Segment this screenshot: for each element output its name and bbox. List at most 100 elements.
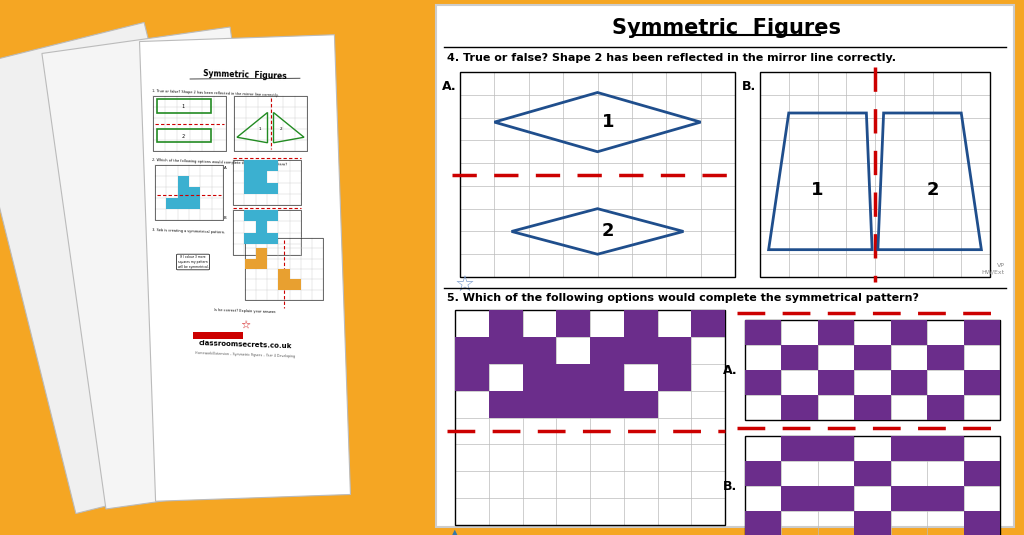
Bar [256,182,267,194]
Bar [157,129,211,142]
Bar [233,160,301,205]
Bar [964,370,1000,395]
Bar [455,310,725,525]
Bar [157,100,211,112]
Bar [245,233,256,244]
Bar [745,436,1000,535]
Text: 5. Which of the following options would complete the symmetrical pattern?: 5. Which of the following options would … [447,293,919,303]
Bar [245,210,256,221]
Bar [488,310,522,337]
Bar [927,345,964,370]
Bar [964,511,1000,535]
Bar [256,221,267,233]
Polygon shape [0,22,255,514]
Bar [745,320,781,345]
Bar [256,248,267,258]
Text: B.: B. [742,80,757,93]
Bar [891,486,927,511]
Bar [153,96,226,151]
Bar [279,279,290,289]
Bar [927,395,964,420]
Text: A.: A. [723,363,737,377]
Text: Is he correct? Explain your answer.: Is he correct? Explain your answer. [214,308,276,314]
Bar [927,486,964,511]
Bar [781,345,818,370]
Bar [522,337,556,364]
Text: 1: 1 [182,104,185,110]
Bar [155,165,223,220]
Text: 2: 2 [281,127,283,131]
Text: 2: 2 [927,181,939,200]
Bar [245,182,256,194]
Bar [854,511,891,535]
Text: A.: A. [224,166,228,170]
Bar [624,391,657,417]
Bar [189,198,201,209]
Text: A.: A. [442,80,457,93]
Bar [624,337,657,364]
Bar [556,391,590,417]
Bar [522,364,556,391]
Bar [927,436,964,461]
Text: B.: B. [723,479,737,493]
Text: ☆: ☆ [240,320,250,330]
Text: 1. True or false? Shape 2 has been reflected in the mirror line correctly.: 1. True or false? Shape 2 has been refle… [152,89,279,97]
Bar [193,332,243,339]
Bar [522,391,556,417]
Bar [234,96,307,151]
Bar [267,182,279,194]
Text: classroomsecrets.co.uk: classroomsecrets.co.uk [199,340,292,350]
Bar [854,395,891,420]
Text: Homework/Extension – Symmetric Figures – Year 4 Developing: Homework/Extension – Symmetric Figures –… [195,351,295,359]
Bar [488,337,522,364]
Bar [781,486,818,511]
Bar [189,187,201,198]
Bar [745,461,781,486]
Text: Symmetric  Figures: Symmetric Figures [611,18,841,38]
Bar [854,345,891,370]
Bar [279,269,290,279]
Bar [178,176,189,187]
Text: 4. True or false? Shape 2 has been reflected in the mirror line correctly.: 4. True or false? Shape 2 has been refle… [447,53,896,63]
Bar [760,72,990,277]
Bar [455,337,488,364]
Bar [590,337,624,364]
Bar [818,486,854,511]
Bar [556,364,590,391]
Bar [818,370,854,395]
Bar [745,511,781,535]
Bar [256,258,267,269]
Bar [178,187,189,198]
Bar [256,233,267,244]
Text: 1: 1 [258,127,261,131]
Bar [781,436,818,461]
Bar [256,210,267,221]
Bar [455,364,488,391]
Text: 3. Seb is creating a symmetrical pattern.: 3. Seb is creating a symmetrical pattern… [152,228,225,234]
Text: If I colour 3 more
squares my pattern
will be symmetrical.: If I colour 3 more squares my pattern wi… [177,255,208,269]
Bar [818,436,854,461]
Bar [891,370,927,395]
Text: ☆: ☆ [455,276,475,296]
Text: 2: 2 [601,223,614,240]
Text: 1: 1 [601,113,614,131]
Bar [256,160,267,171]
Bar [818,320,854,345]
Text: 2: 2 [182,134,185,139]
Bar [691,310,725,337]
Text: ▲: ▲ [450,527,460,535]
Bar [245,238,323,300]
Bar [290,279,301,289]
Bar [657,337,691,364]
Polygon shape [42,27,294,509]
Bar [745,370,781,395]
Bar [256,171,267,182]
Bar [891,320,927,345]
Text: 2. Which of the following options would complete the symmetrical pattern?: 2. Which of the following options would … [152,158,287,167]
Text: B.: B. [224,216,228,220]
Bar [488,391,522,417]
Bar [590,364,624,391]
Bar [964,461,1000,486]
Bar [178,198,189,209]
Bar [166,198,178,209]
